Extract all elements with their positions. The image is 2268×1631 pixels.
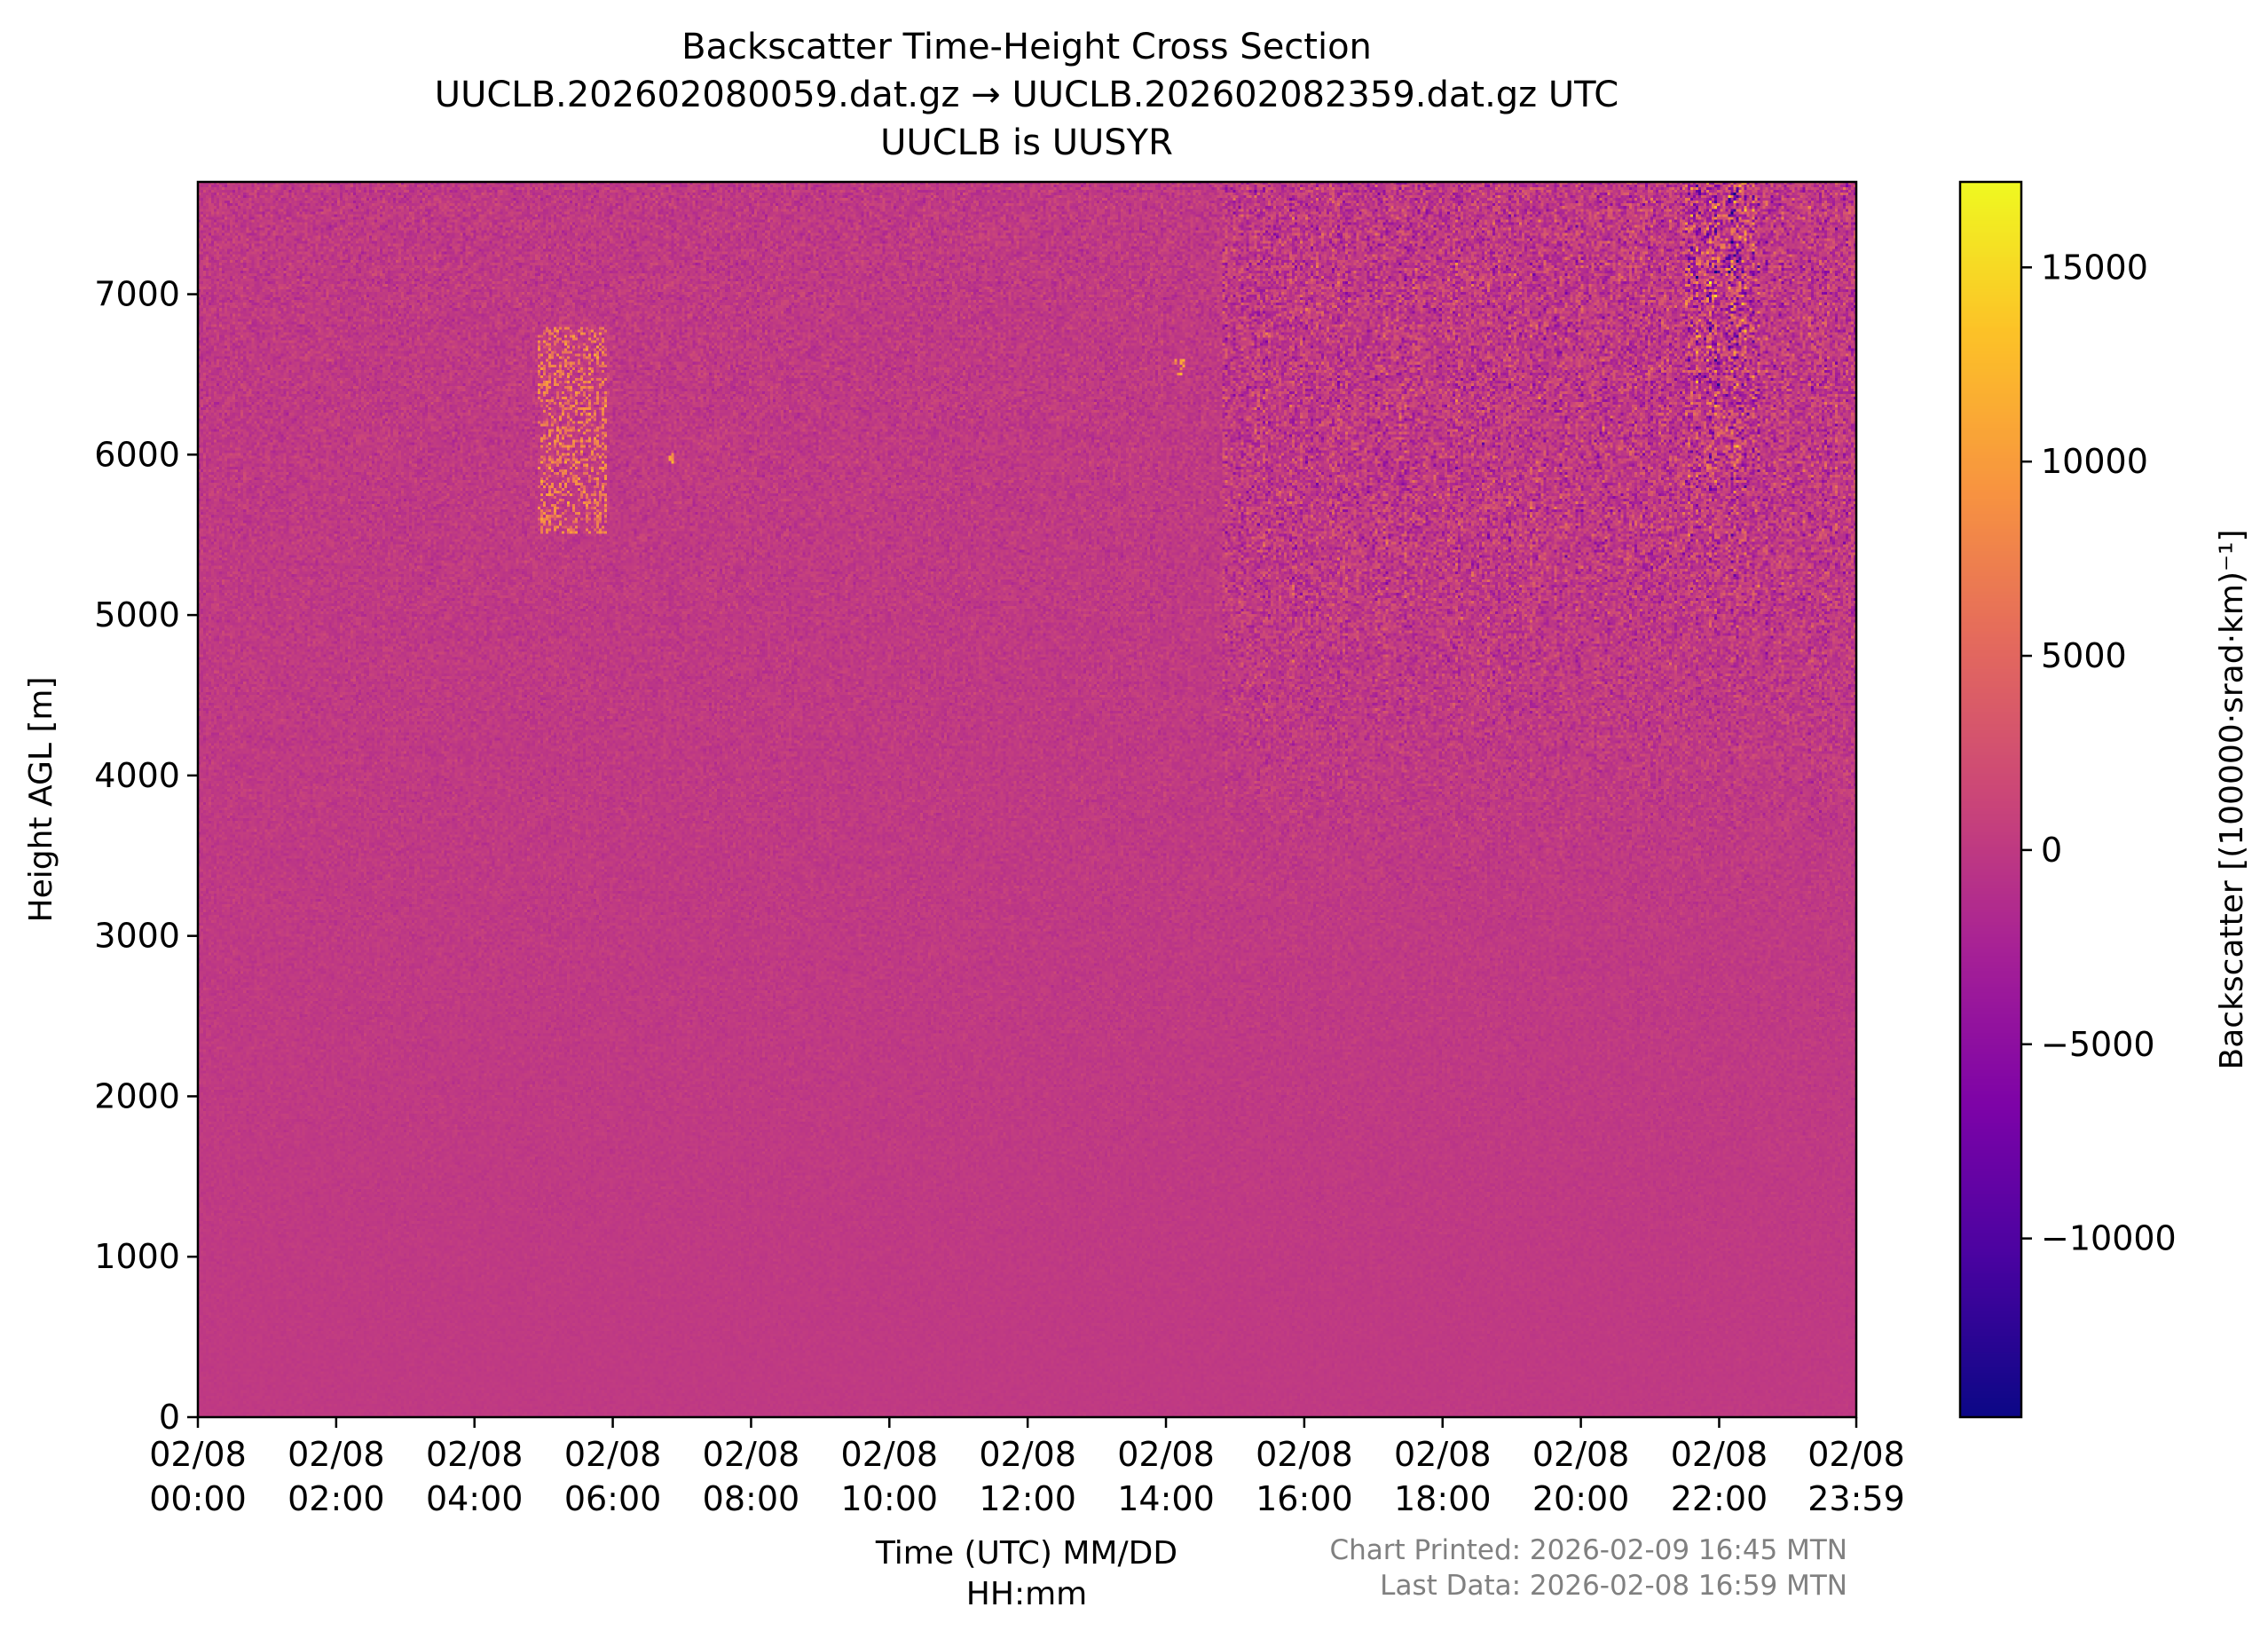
chart-printed-note: Chart Printed: 2026-02-09 16:45 MTN <box>1330 1534 1847 1566</box>
x-tick-label-time: 14:00 <box>1117 1479 1215 1518</box>
x-tick-label-date: 02/08 <box>1532 1435 1630 1474</box>
x-tick-label-date: 02/08 <box>1256 1435 1353 1474</box>
x-tick-label-time: 06:00 <box>564 1479 662 1518</box>
y-tick-label: 1000 <box>94 1237 180 1276</box>
plot-frame <box>196 180 1858 1419</box>
colorbar-tick-label: 10000 <box>2041 442 2148 481</box>
x-tick-label-time: 04:00 <box>426 1479 524 1518</box>
x-axis-label-line1: Time (UTC) MM/DD <box>875 1535 1177 1572</box>
y-tick-label: 6000 <box>94 435 180 474</box>
x-tick-label-date: 02/08 <box>841 1435 939 1474</box>
colorbar-tick-label: −10000 <box>2041 1219 2177 1258</box>
y-tick-label: 5000 <box>94 595 180 634</box>
y-tick-label: 2000 <box>94 1076 180 1115</box>
colorbar <box>1960 182 2021 1417</box>
x-tick-label-time: 08:00 <box>703 1479 800 1518</box>
x-tick-label-date: 02/08 <box>149 1435 247 1474</box>
x-tick-label-time: 20:00 <box>1532 1479 1630 1518</box>
x-tick-label-date: 02/08 <box>1807 1435 1905 1474</box>
y-tick-label: 3000 <box>94 917 180 956</box>
x-tick-label-time: 22:00 <box>1671 1479 1768 1518</box>
colorbar-axis: −10000 −5000 0 5000 10000 15000 <box>2021 248 2177 1258</box>
x-tick-label-time: 12:00 <box>979 1479 1076 1518</box>
x-tick-label-date: 02/08 <box>703 1435 800 1474</box>
x-tick-label-date: 02/08 <box>1394 1435 1492 1474</box>
last-data-note: Last Data: 2026-02-08 16:59 MTN <box>1380 1570 1847 1602</box>
x-tick-label-date: 02/08 <box>1671 1435 1768 1474</box>
chart-subtitle-station: UUCLB is UUSYR <box>880 122 1173 163</box>
colorbar-tick-label: 15000 <box>2041 248 2148 287</box>
x-axis: 02/08 00:00 02/08 02:00 02/08 04:00 02/08 06:00… <box>149 1417 1905 1518</box>
x-tick-label-time: 18:00 <box>1394 1479 1492 1518</box>
y-tick-label: 7000 <box>94 275 180 314</box>
x-tick-label-date: 02/08 <box>287 1435 385 1474</box>
chart-subtitle-files: UUCLB.202602080059.dat.gz → UUCLB.202602… <box>435 75 1618 115</box>
x-tick-label-time: 02:00 <box>287 1479 385 1518</box>
colorbar-frame <box>1958 180 2023 1419</box>
colorbar-tick-label: −5000 <box>2041 1025 2155 1064</box>
y-axis: 0 1000 2000 3000 4000 5000 6000 7000 <box>94 275 198 1437</box>
colorbar-tick-label: 5000 <box>2041 636 2127 675</box>
x-tick-label-time: 16:00 <box>1256 1479 1353 1518</box>
backscatter-heatmap <box>198 182 1856 1417</box>
x-tick-label-date: 02/08 <box>979 1435 1076 1474</box>
x-axis-label-line2: HH:mm <box>966 1576 1087 1612</box>
x-tick-label-date: 02/08 <box>426 1435 524 1474</box>
y-tick-label: 0 <box>159 1398 180 1437</box>
colorbar-tick-label: 0 <box>2041 831 2062 870</box>
x-tick-label-date: 02/08 <box>1117 1435 1215 1474</box>
x-tick-label-date: 02/08 <box>564 1435 662 1474</box>
colorbar-label: Backscatter [(100000·srad·km)⁻¹] <box>2214 530 2250 1070</box>
x-tick-label-time: 00:00 <box>149 1479 247 1518</box>
y-axis-label: Height AGL [m] <box>23 677 59 923</box>
x-tick-label-time: 10:00 <box>841 1479 939 1518</box>
y-tick-label: 4000 <box>94 756 180 795</box>
x-tick-label-time: 23:59 <box>1807 1479 1905 1518</box>
chart-title: Backscatter Time-Height Cross Section <box>681 27 1372 67</box>
